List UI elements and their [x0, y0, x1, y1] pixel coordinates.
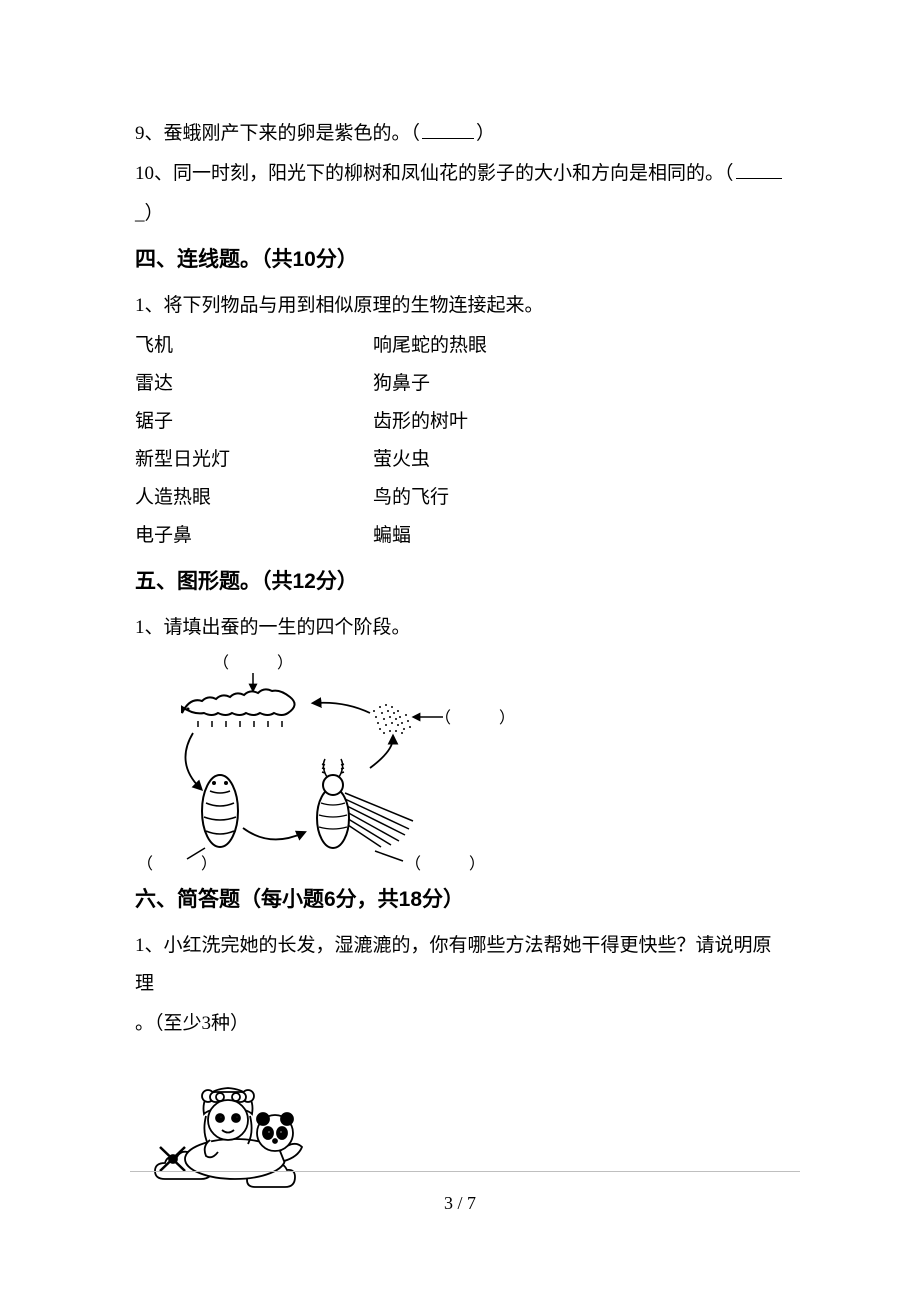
label-br: （ ） — [405, 855, 485, 873]
cartoon-figure — [145, 1049, 790, 1199]
larva-icon — [182, 689, 295, 727]
match-row-3: 锯子 齿形的树叶 — [135, 403, 790, 441]
q9-text-pre: 9、蚕蛾刚产下来的卵是紫色的。（ — [135, 123, 420, 144]
section-6-q1-l2: 。（至少3种） — [135, 1005, 790, 1043]
match-right-6: 蝙蝠 — [373, 517, 411, 555]
match-row-5: 人造热眼 鸟的飞行 — [135, 479, 790, 517]
section-6-heading: 六、简答题（每小题6分，共18分） — [135, 879, 790, 921]
eggs-icon — [373, 704, 411, 734]
match-right-2: 狗鼻子 — [373, 365, 430, 403]
q9-blank — [422, 120, 474, 139]
cartoon-svg — [145, 1049, 345, 1199]
match-right-4: 萤火虫 — [373, 441, 430, 479]
section-5-heading: 五、图形题。（共12分） — [135, 561, 790, 603]
footer-rule — [130, 1171, 800, 1172]
q10-blank — [736, 160, 782, 179]
question-10: 10、同一时刻，阳光下的柳树和凤仙花的影子的大小和方向是相同的。（ — [135, 155, 790, 193]
q9-text-post: ） — [476, 123, 495, 144]
match-left-1: 飞机 — [135, 327, 373, 365]
label-bl: （ ） — [145, 855, 217, 873]
match-row-1: 飞机 响尾蛇的热眼 — [135, 327, 790, 365]
question-9: 9、蚕蛾刚产下来的卵是紫色的。（ ） — [135, 115, 790, 153]
question-10-cont: _） — [135, 195, 790, 233]
page-number: 3 / 7 — [0, 1193, 920, 1214]
label-right: （ ） — [435, 709, 505, 727]
section-4-intro: 1、将下列物品与用到相似原理的生物连接起来。 — [135, 287, 790, 325]
moth-icon — [317, 759, 413, 848]
document-page: 9、蚕蛾刚产下来的卵是紫色的。（ ） 10、同一时刻，阳光下的柳树和凤仙花的影子的… — [0, 0, 920, 1199]
match-left-6: 电子鼻 — [135, 517, 373, 555]
silkworm-lifecycle-figure: （ ） — [145, 653, 790, 873]
lifecycle-svg: （ ） — [145, 653, 505, 873]
match-right-5: 鸟的飞行 — [373, 479, 449, 517]
match-left-5: 人造热眼 — [135, 479, 373, 517]
match-row-2: 雷达 狗鼻子 — [135, 365, 790, 403]
match-right-3: 齿形的树叶 — [373, 403, 468, 441]
q10-text-mid: _） — [135, 203, 164, 224]
match-left-2: 雷达 — [135, 365, 373, 403]
q10-text-pre: 10、同一时刻，阳光下的柳树和凤仙花的影子的大小和方向是相同的。（ — [135, 163, 734, 184]
match-left-4: 新型日光灯 — [135, 441, 373, 479]
match-row-6: 电子鼻 蝙蝠 — [135, 517, 790, 555]
label-top: （ ） — [213, 654, 293, 672]
match-left-3: 锯子 — [135, 403, 373, 441]
section-5-intro: 1、请填出蚕的一生的四个阶段。 — [135, 609, 790, 647]
section-6-q1-l1: 1、小红洗完她的长发，湿漉漉的，你有哪些方法帮她干得更快些？请说明原理 — [135, 927, 790, 1003]
pupa-icon — [202, 775, 238, 847]
match-right-1: 响尾蛇的热眼 — [373, 327, 487, 365]
section-4-heading: 四、连线题。（共10分） — [135, 239, 790, 281]
match-row-4: 新型日光灯 萤火虫 — [135, 441, 790, 479]
